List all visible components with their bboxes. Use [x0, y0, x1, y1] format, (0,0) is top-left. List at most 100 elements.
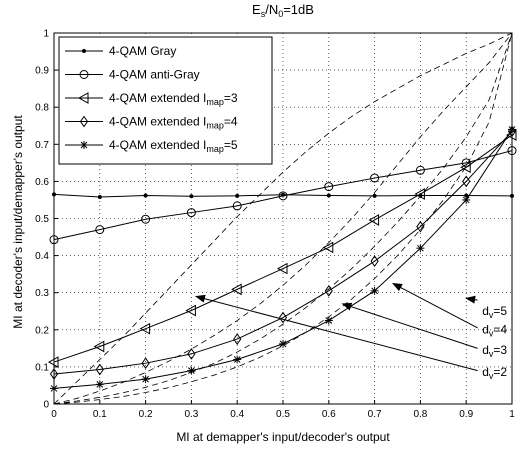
series-5 — [50, 125, 516, 393]
marker-triangle — [231, 283, 242, 296]
legend-label: 4-QAM extended Imap=4 — [109, 115, 238, 131]
annotation-d-v-5: dv=5 — [465, 295, 507, 320]
y-axis-label: MI at decoder's input/demapper's output — [11, 115, 25, 329]
marker-circle — [186, 208, 196, 218]
legend: 4-QAM Gray 4-QAM anti-Gray 4-QAM extended … — [58, 36, 273, 165]
y-tick-label: 0.3 — [35, 288, 49, 299]
marker-circle — [79, 70, 89, 79]
marker-dot — [143, 193, 148, 198]
legend-entry: 4-QAM extended Imap=4 — [65, 115, 238, 131]
reference-dashed-curves — [53, 32, 513, 405]
marker-diamond — [370, 255, 379, 268]
marker-diamond — [187, 348, 196, 360]
marker-diamond — [79, 115, 89, 128]
annotation-d-v-2: dv=2 — [195, 294, 507, 381]
marker-circle — [370, 173, 380, 183]
marker-triangle — [93, 340, 105, 353]
marker-star — [279, 339, 287, 348]
legend-entry: 4-QAM extended Imap=3 — [65, 91, 238, 107]
dashed-reference-curve — [53, 32, 513, 405]
x-tick-label: 0.3 — [184, 409, 198, 420]
marker-dot — [372, 193, 377, 198]
chart-title: Es/N0=1dB — [252, 2, 314, 19]
marker-dot — [326, 193, 331, 198]
y-tick-label: 0.9 — [35, 66, 49, 77]
marker-dot — [464, 193, 469, 198]
x-tick-label: 0 — [51, 409, 57, 420]
x-tick-label: 0.2 — [139, 409, 153, 420]
marker-triangle — [460, 161, 471, 174]
marker-diamond — [233, 333, 242, 345]
marker-diamond — [416, 220, 425, 233]
marker-diamond — [95, 363, 104, 376]
marker-star — [141, 375, 150, 384]
legend-label: 4-QAM extended Imap=5 — [109, 138, 238, 154]
y-tick-label: 0.7 — [35, 140, 49, 151]
marker-star — [416, 244, 425, 253]
marker-star — [95, 380, 104, 389]
series-line — [53, 150, 513, 241]
marker-star — [187, 366, 196, 375]
marker-star — [462, 195, 471, 204]
dashed-reference-curve — [53, 32, 513, 405]
marker-triangle — [414, 188, 425, 200]
marker-circle — [415, 165, 425, 175]
star-stroke — [96, 380, 104, 388]
marker-triangle — [185, 304, 196, 317]
star-stroke — [233, 356, 241, 363]
legend-label: 4-QAM anti-Gray — [109, 68, 200, 82]
marker-circle — [95, 225, 105, 235]
x-tick-label: 1 — [509, 409, 515, 420]
legend-label: 4-QAM extended Imap=3 — [109, 91, 238, 107]
marker-triangle — [322, 241, 334, 254]
marker-star — [324, 316, 333, 325]
y-tick-label: 0.1 — [35, 362, 49, 373]
star-stroke — [188, 367, 195, 374]
annotation-label: dv=5 — [482, 304, 507, 320]
x-tick-label: 0.4 — [230, 409, 244, 420]
annotation-d-v-4: dv=4 — [392, 282, 507, 339]
series-line — [53, 134, 513, 363]
x-tick-label: 0.5 — [276, 409, 290, 420]
annotation-arrow — [465, 295, 478, 304]
marker-circle — [141, 214, 151, 224]
marker-triangle — [139, 322, 151, 335]
y-tick-label: 0.4 — [35, 251, 49, 262]
y-tick-label: 0.6 — [35, 177, 49, 188]
annotation-d-v-3: dv=3 — [341, 302, 507, 359]
annotation-arrow — [341, 302, 478, 349]
legend-entry: 4-QAM Gray — [65, 44, 176, 58]
star-stroke — [462, 196, 470, 204]
tick-labels: 0 0.1 0.2 0.3 0.4 0.5 0.6 0.7 0.8 0.9 1 0 0.1 0.2 0.3 0… — [35, 29, 515, 421]
dashed-reference-curve — [53, 32, 513, 405]
x-axis-label: MI at demapper's input/decoder's output — [176, 430, 390, 444]
marker-dot — [189, 194, 194, 199]
annotation-label: dv=3 — [482, 343, 507, 359]
marker-dot — [97, 194, 102, 199]
marker-triangle — [77, 92, 89, 104]
legend-label: 4-QAM Gray — [109, 44, 176, 58]
dashed-reference-curve — [53, 32, 513, 405]
x-tick-label: 0.6 — [322, 409, 336, 420]
y-tick-label: 0.8 — [35, 103, 49, 114]
plot-frame — [53, 32, 513, 405]
series-line — [53, 130, 513, 375]
y-tick-label: 0.2 — [35, 325, 49, 336]
y-tick-label: 0 — [43, 400, 49, 411]
marker-diamond — [278, 311, 288, 324]
star-stroke — [279, 340, 287, 348]
marker-circle — [324, 182, 334, 192]
marker-star — [233, 355, 242, 364]
annotation-label: dv=4 — [482, 323, 507, 339]
marker-diamond — [141, 357, 150, 370]
marker-star — [80, 141, 88, 149]
star-stroke — [371, 287, 378, 295]
marker-diamond — [462, 175, 471, 188]
y-tick-label: 0.5 — [35, 214, 49, 225]
marker-star — [370, 286, 379, 295]
annotation-label: dv=2 — [482, 365, 507, 381]
star-stroke — [142, 375, 149, 383]
x-tick-label: 0.7 — [368, 409, 382, 420]
